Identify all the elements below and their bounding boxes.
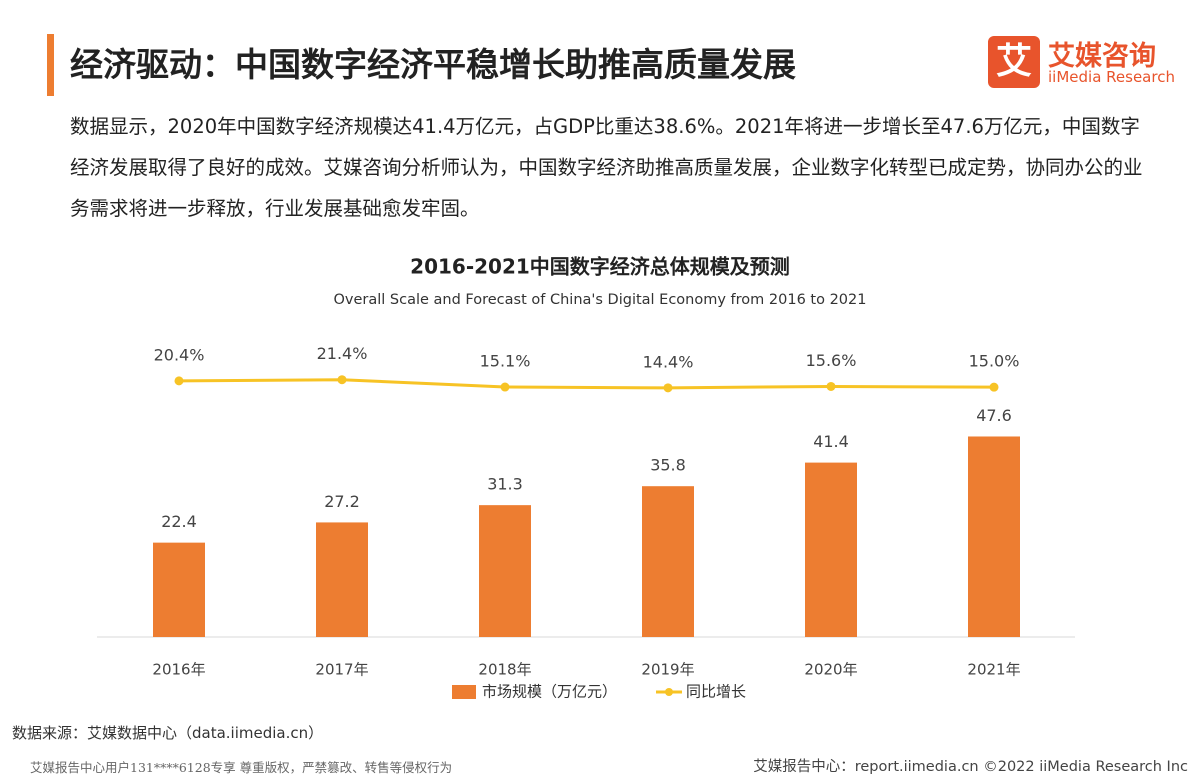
- legend-swatch-dot: [665, 688, 673, 696]
- bar: [805, 462, 857, 637]
- line-point: [989, 382, 999, 392]
- x-tick-label: 2016年: [152, 661, 205, 679]
- chart-subtitle: Overall Scale and Forecast of China's Di…: [333, 292, 866, 308]
- data-label: 31.3: [487, 475, 523, 494]
- chart-title: 2016-2021中国数字经济总体规模及预测: [410, 255, 790, 279]
- data-label: 35.8: [650, 456, 686, 475]
- bar: [968, 436, 1020, 637]
- data-label: 47.6: [976, 406, 1012, 425]
- footer-left: 艾媒报告中心用户131****6128专享 尊重版权，严禁篡改、转售等侵权行为: [30, 760, 453, 775]
- slide-title: 经济驱动：中国数字经济平稳增长助推高质量发展: [70, 45, 796, 84]
- data-label: 15.1%: [480, 352, 531, 371]
- footer-right: 艾媒报告中心：report.iimedia.cn ©2022 iiMedia R…: [753, 759, 1188, 775]
- x-tick-label: 2020年: [804, 661, 857, 679]
- x-tick-label: 2018年: [478, 661, 531, 679]
- data-label: 15.0%: [969, 352, 1020, 371]
- bar: [642, 486, 694, 637]
- data-label: 41.4: [813, 432, 849, 451]
- data-label: 14.4%: [643, 352, 694, 371]
- body-text: 数据显示，2020年中国数字经济规模达41.4万亿元，占GDP比重达38.6%。…: [70, 115, 1143, 220]
- data-label: 27.2: [324, 492, 360, 511]
- line-point: [663, 383, 673, 393]
- logo-mark: 艾: [988, 36, 1040, 88]
- data-label: 22.4: [161, 512, 197, 531]
- x-tick-label: 2017年: [315, 661, 368, 679]
- legend-swatch: [452, 685, 476, 699]
- bar: [316, 522, 368, 637]
- line-point: [174, 376, 184, 386]
- x-tick-label: 2021年: [967, 661, 1020, 679]
- source: 数据来源：艾媒数据中心（data.iimedia.cn）: [12, 724, 324, 742]
- data-label: 20.4%: [154, 345, 205, 364]
- line-point: [500, 382, 510, 392]
- title-accent: [47, 34, 54, 96]
- line-point: [826, 381, 836, 391]
- x-tick-label: 2019年: [641, 661, 694, 679]
- bar: [153, 542, 205, 637]
- line: [178, 378, 995, 390]
- logo-name: 艾媒咨询: [1048, 41, 1156, 72]
- legend-label: 同比增长: [686, 683, 746, 701]
- logo-sub: iiMedia Research: [1048, 68, 1175, 86]
- data-label: 21.4%: [317, 344, 368, 363]
- line-point: [337, 375, 347, 385]
- legend-label: 市场规模（万亿元）: [482, 683, 617, 701]
- data-label: 15.6%: [806, 351, 857, 370]
- bar: [479, 505, 531, 637]
